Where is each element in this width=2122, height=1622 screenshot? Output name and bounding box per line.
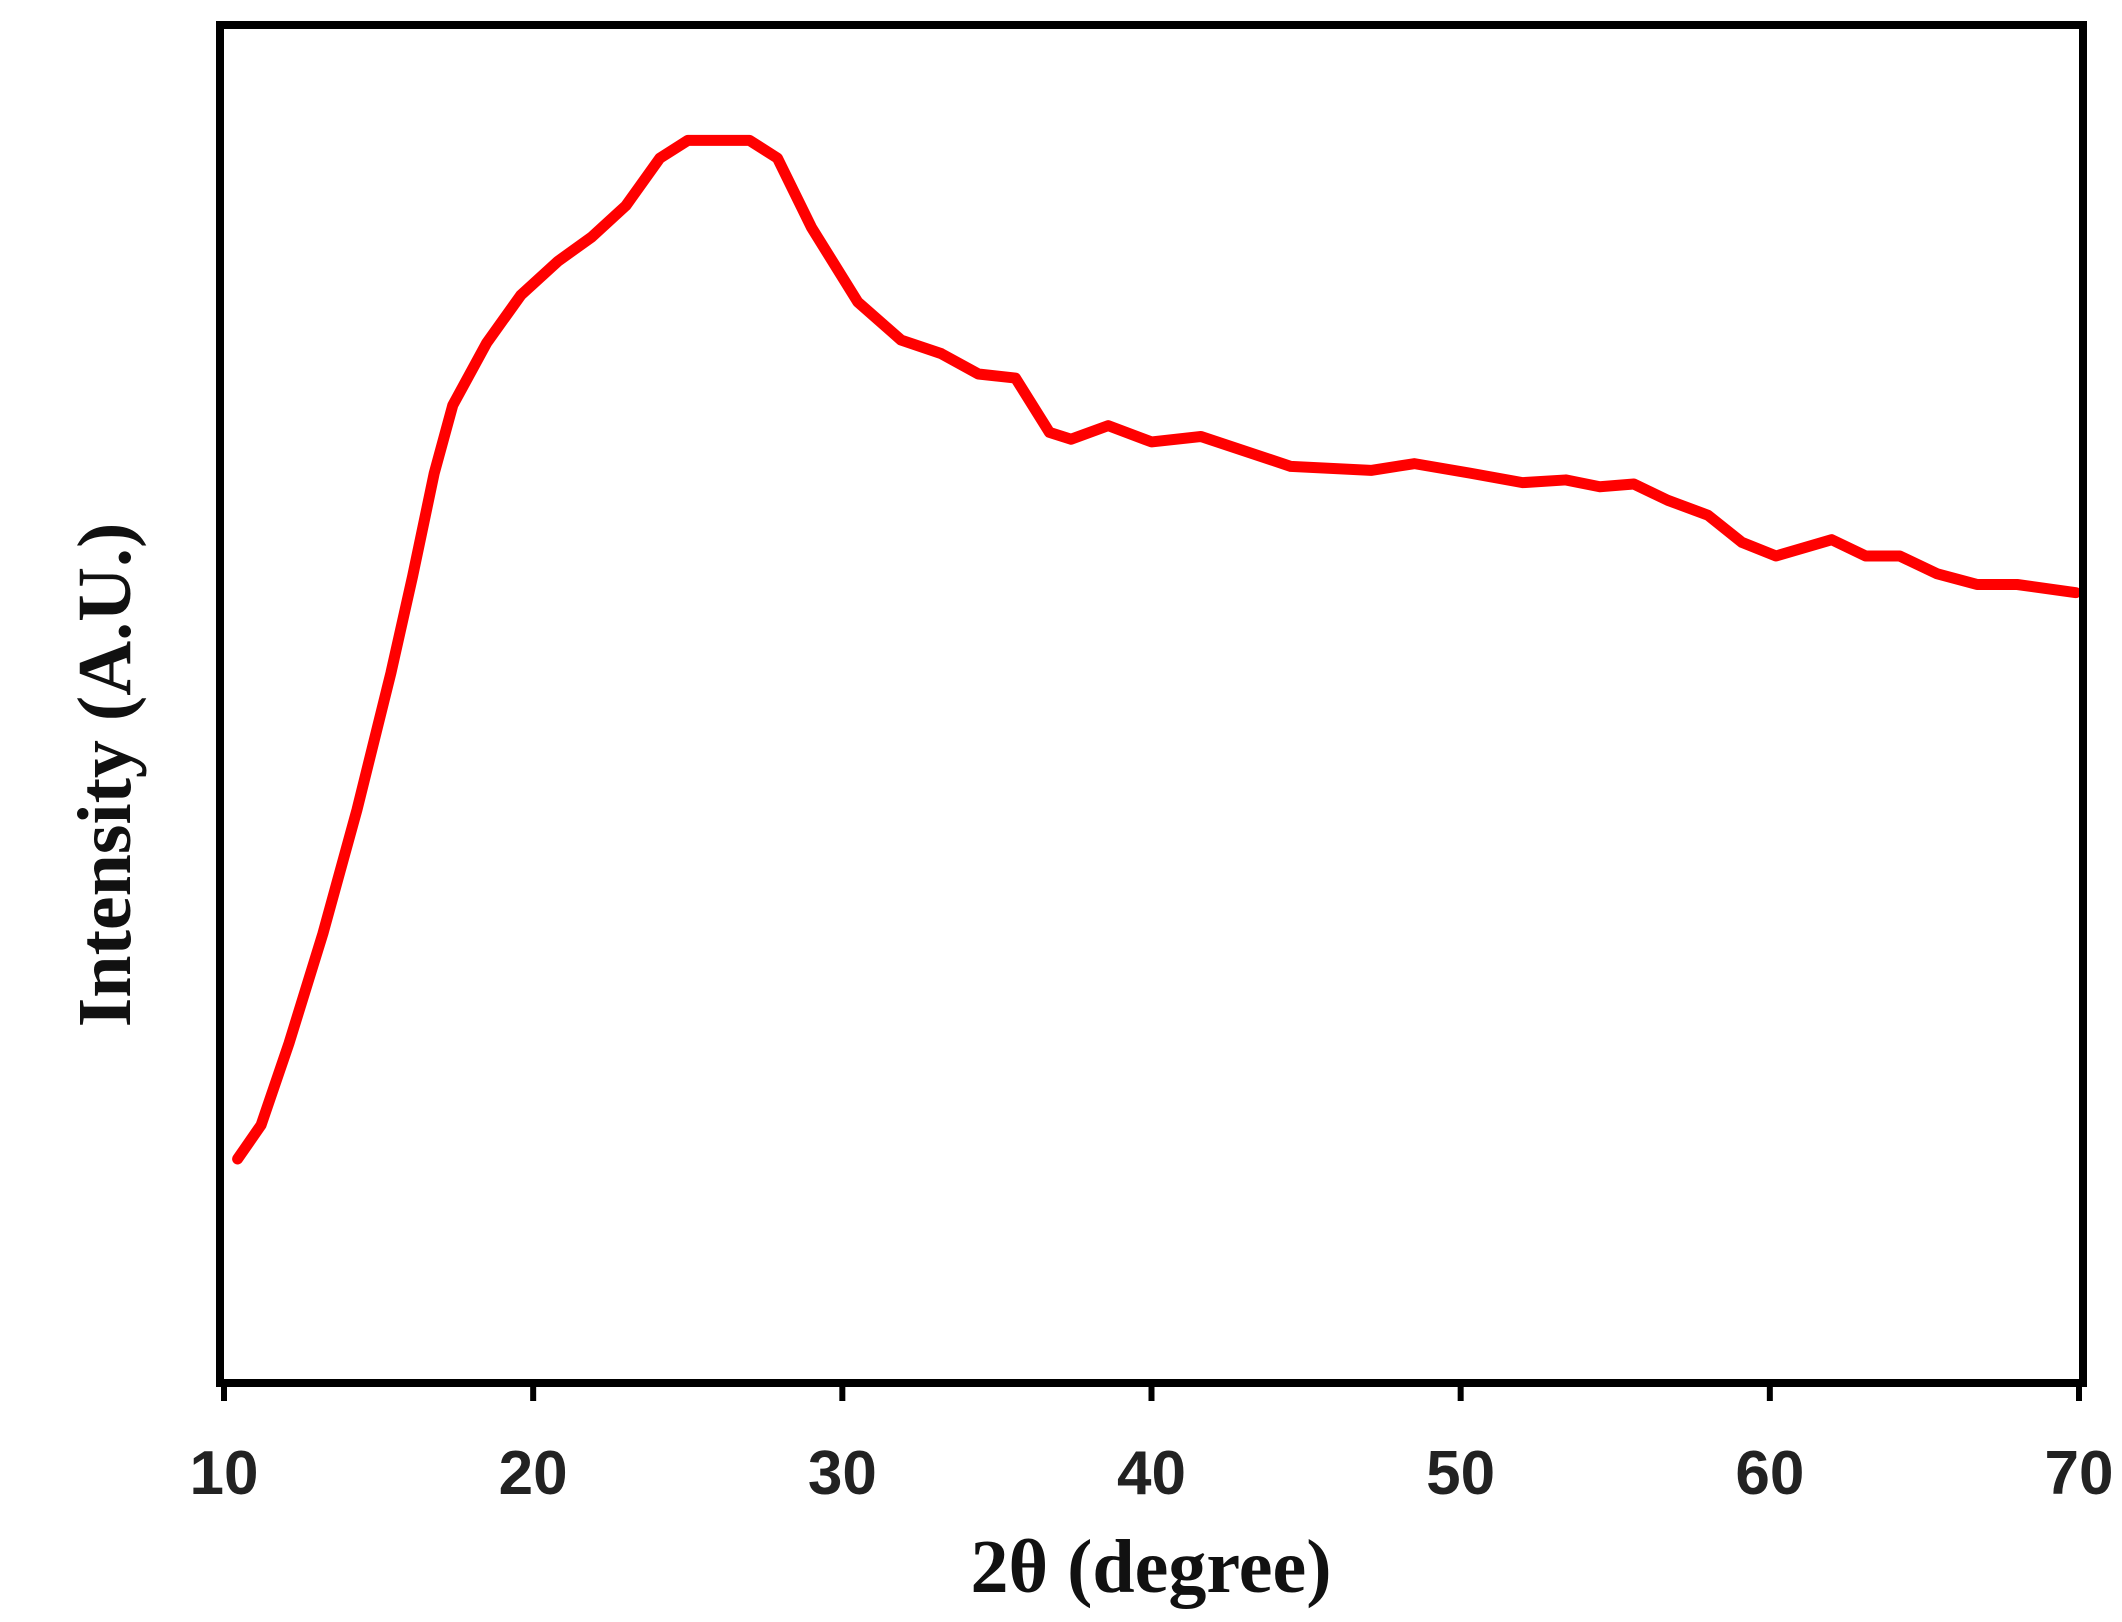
x-axis-label: 2θ (degree) bbox=[970, 1525, 1331, 1609]
plot-frame bbox=[216, 21, 2087, 1387]
x-tick-label: 40 bbox=[1117, 1439, 1186, 1508]
x-tick-label: 30 bbox=[808, 1439, 877, 1508]
x-tick-label: 50 bbox=[1426, 1439, 1495, 1508]
y-axis-label: Intensity (A.U.) bbox=[63, 523, 147, 1028]
x-tick-label: 20 bbox=[499, 1439, 568, 1508]
x-tick-label: 10 bbox=[190, 1439, 259, 1508]
x-tick-label: 60 bbox=[1735, 1439, 1804, 1508]
x-tick-label: 70 bbox=[2045, 1439, 2114, 1508]
data-line bbox=[232, 134, 2082, 1165]
